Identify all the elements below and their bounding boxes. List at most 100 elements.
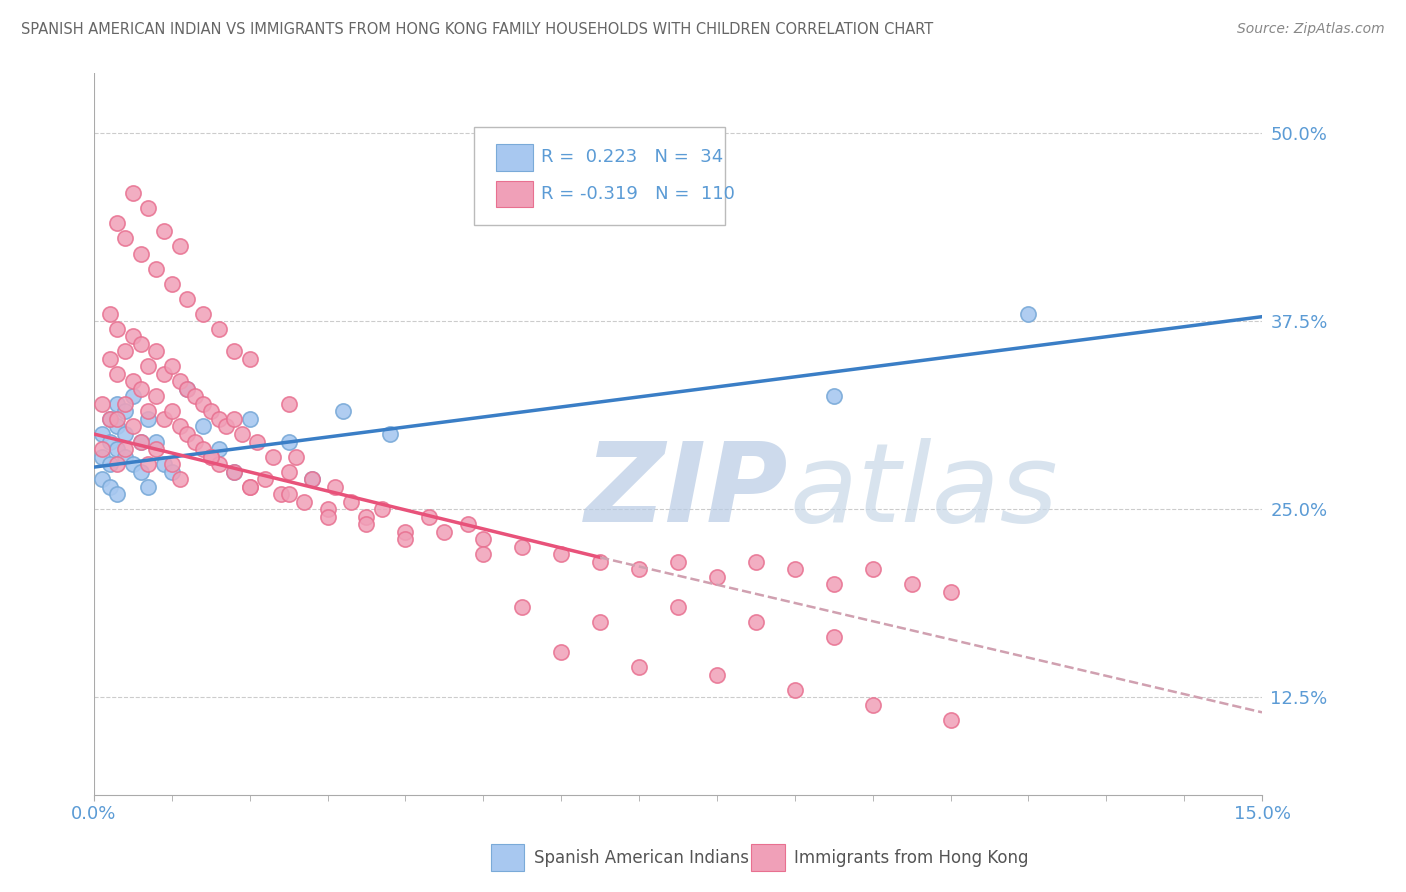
Point — [129, 465, 152, 479]
Point — [145, 434, 167, 449]
Point — [138, 480, 160, 494]
Point — [114, 397, 136, 411]
Point — [153, 412, 176, 426]
Point — [184, 389, 207, 403]
Point — [105, 397, 128, 411]
Point — [706, 570, 728, 584]
Point — [169, 239, 191, 253]
Point — [939, 585, 962, 599]
Point — [862, 562, 884, 576]
Point — [356, 509, 378, 524]
Point — [418, 509, 440, 524]
Point — [207, 322, 229, 336]
Point — [160, 465, 183, 479]
Point — [191, 307, 214, 321]
Point — [105, 322, 128, 336]
Point — [98, 412, 121, 426]
Point — [745, 555, 768, 569]
Point — [394, 524, 416, 539]
Point — [191, 397, 214, 411]
Point — [200, 404, 222, 418]
Point — [200, 450, 222, 464]
Point — [114, 344, 136, 359]
Point — [169, 419, 191, 434]
Point — [222, 465, 245, 479]
Point — [745, 615, 768, 629]
Point — [325, 480, 347, 494]
Point — [706, 667, 728, 681]
Point — [176, 427, 198, 442]
Point — [200, 450, 222, 464]
Point — [121, 375, 143, 389]
Point — [900, 577, 922, 591]
Point — [510, 540, 533, 554]
Point — [98, 480, 121, 494]
Point — [160, 404, 183, 418]
Point — [160, 277, 183, 291]
Point — [90, 427, 112, 442]
FancyBboxPatch shape — [496, 145, 533, 171]
Point — [169, 472, 191, 486]
Point — [628, 562, 651, 576]
Point — [472, 533, 495, 547]
Point — [105, 487, 128, 501]
Point — [138, 404, 160, 418]
Point — [394, 533, 416, 547]
Point — [939, 713, 962, 727]
Point — [121, 389, 143, 403]
Text: R =  0.223   N =  34: R = 0.223 N = 34 — [541, 148, 724, 167]
Point — [222, 465, 245, 479]
Point — [823, 389, 845, 403]
Text: Immigrants from Hong Kong: Immigrants from Hong Kong — [794, 849, 1029, 867]
Point — [105, 216, 128, 230]
Point — [277, 487, 299, 501]
Point — [114, 231, 136, 245]
Point — [378, 427, 401, 442]
Point — [1017, 307, 1039, 321]
Text: R = -0.319   N =  110: R = -0.319 N = 110 — [541, 185, 735, 202]
Text: atlas: atlas — [789, 438, 1057, 545]
Point — [783, 682, 806, 697]
Point — [231, 427, 253, 442]
Point — [301, 472, 323, 486]
Point — [191, 419, 214, 434]
Point — [457, 517, 479, 532]
Point — [98, 307, 121, 321]
Point — [153, 367, 176, 381]
Point — [176, 382, 198, 396]
Point — [138, 359, 160, 374]
Point — [114, 404, 136, 418]
Point — [98, 412, 121, 426]
Point — [114, 442, 136, 456]
Point — [301, 472, 323, 486]
Text: Spanish American Indians: Spanish American Indians — [534, 849, 749, 867]
Point — [90, 397, 112, 411]
Point — [823, 577, 845, 591]
Point — [823, 630, 845, 644]
Point — [90, 450, 112, 464]
Text: SPANISH AMERICAN INDIAN VS IMMIGRANTS FROM HONG KONG FAMILY HOUSEHOLDS WITH CHIL: SPANISH AMERICAN INDIAN VS IMMIGRANTS FR… — [21, 22, 934, 37]
Point — [145, 344, 167, 359]
Point — [510, 600, 533, 615]
Point — [138, 202, 160, 216]
Point — [160, 457, 183, 471]
Point — [316, 502, 339, 516]
Point — [262, 450, 284, 464]
Point — [239, 412, 262, 426]
Text: Source: ZipAtlas.com: Source: ZipAtlas.com — [1237, 22, 1385, 37]
Point — [105, 367, 128, 381]
Point — [138, 412, 160, 426]
Point — [145, 442, 167, 456]
FancyBboxPatch shape — [474, 128, 724, 225]
Point — [105, 412, 128, 426]
Point — [222, 412, 245, 426]
Point — [169, 375, 191, 389]
Point — [153, 224, 176, 238]
Point — [98, 434, 121, 449]
Point — [129, 336, 152, 351]
Point — [270, 487, 292, 501]
Point — [207, 457, 229, 471]
Point — [239, 480, 262, 494]
Point — [332, 404, 354, 418]
Point — [433, 524, 456, 539]
